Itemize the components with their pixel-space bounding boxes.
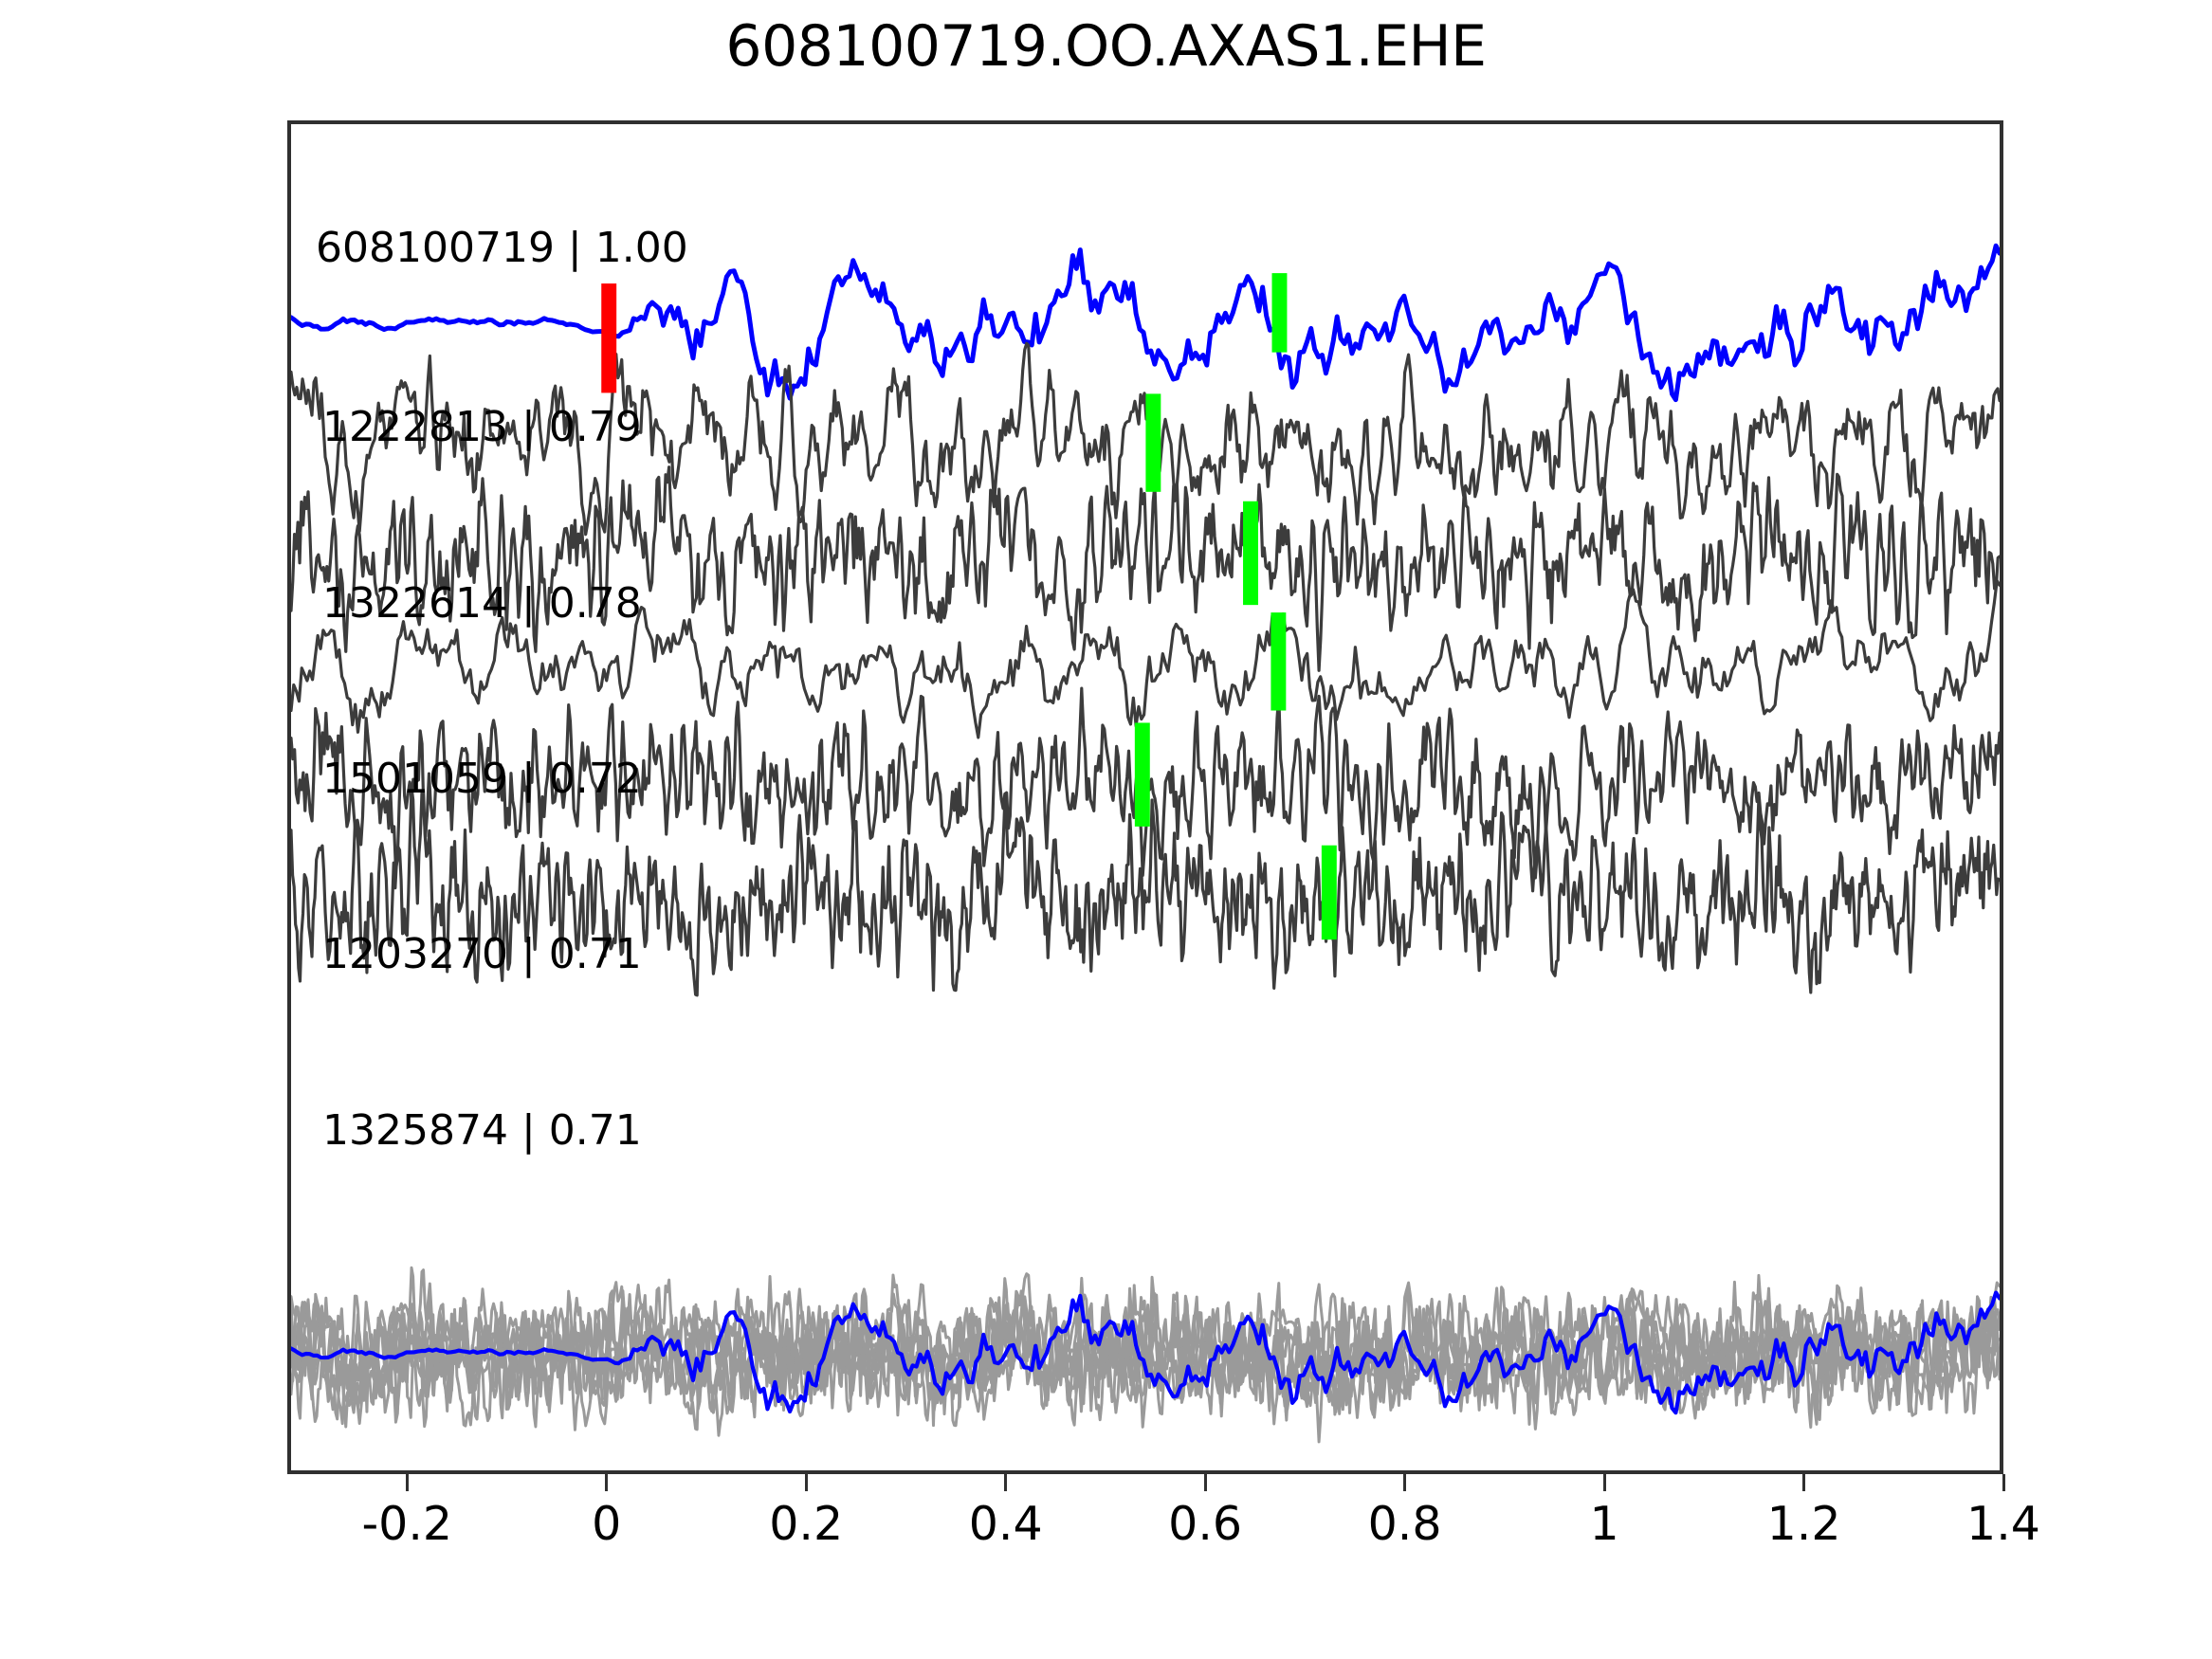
waveform-trace-3: [291, 578, 2000, 739]
waveform-trace-5: [291, 786, 2000, 997]
x-tick-label: -0.2: [361, 1497, 453, 1551]
pick-marker-green-4: [1134, 722, 1150, 827]
trace-label-1: 1222813 | 0.79: [322, 403, 642, 451]
x-tick-mark: [1602, 1474, 1606, 1491]
waveform-plot: [291, 243, 2000, 1444]
x-tick-mark: [1004, 1474, 1008, 1491]
waveform-trace-2: [291, 465, 2000, 672]
pick-marker-green-5: [1321, 845, 1337, 940]
page-title: 608100719.OO.AXAS1.EHE: [725, 13, 1487, 80]
x-tick-label: 1: [1589, 1497, 1619, 1551]
x-tick-label: 0: [592, 1497, 622, 1551]
x-tick-mark: [1203, 1474, 1207, 1491]
pick-marker-green-3: [1271, 612, 1287, 711]
x-tick-label: 0.2: [769, 1497, 844, 1551]
x-tick-label: 0.8: [1367, 1497, 1442, 1551]
x-tick-label: 1.2: [1766, 1497, 1841, 1551]
x-tick-label: 1.4: [1966, 1497, 2040, 1551]
waveform-trace-1: [291, 341, 2000, 537]
trace-label-2: 1322614 | 0.78: [322, 579, 642, 628]
waveform-trace-4: [291, 686, 2000, 880]
trace-label-3: 1501059 | 0.72: [322, 755, 642, 803]
x-tick-mark: [2002, 1474, 2005, 1491]
stack-template-trace: [291, 1290, 2000, 1415]
waveform-trace-0: [291, 243, 2000, 403]
pick-marker-green-1: [1145, 393, 1161, 492]
origin-marker-red: [601, 283, 617, 393]
trace-label-0: 608100719 | 1.00: [316, 224, 688, 272]
plot-axes: [287, 120, 2003, 1474]
x-tick-mark: [405, 1474, 409, 1491]
x-tick-mark: [605, 1474, 609, 1491]
x-tick-mark: [804, 1474, 808, 1491]
pick-marker-green-2: [1243, 501, 1258, 606]
x-tick-mark: [1403, 1474, 1407, 1491]
x-tick-label: 0.4: [968, 1497, 1043, 1551]
trace-label-4: 1203270 | 0.71: [322, 930, 642, 978]
pick-marker-green-0: [1271, 273, 1288, 353]
x-tick-mark: [1802, 1474, 1806, 1491]
x-tick-label: 0.6: [1168, 1497, 1243, 1551]
trace-label-5: 1325874 | 0.71: [322, 1106, 642, 1155]
